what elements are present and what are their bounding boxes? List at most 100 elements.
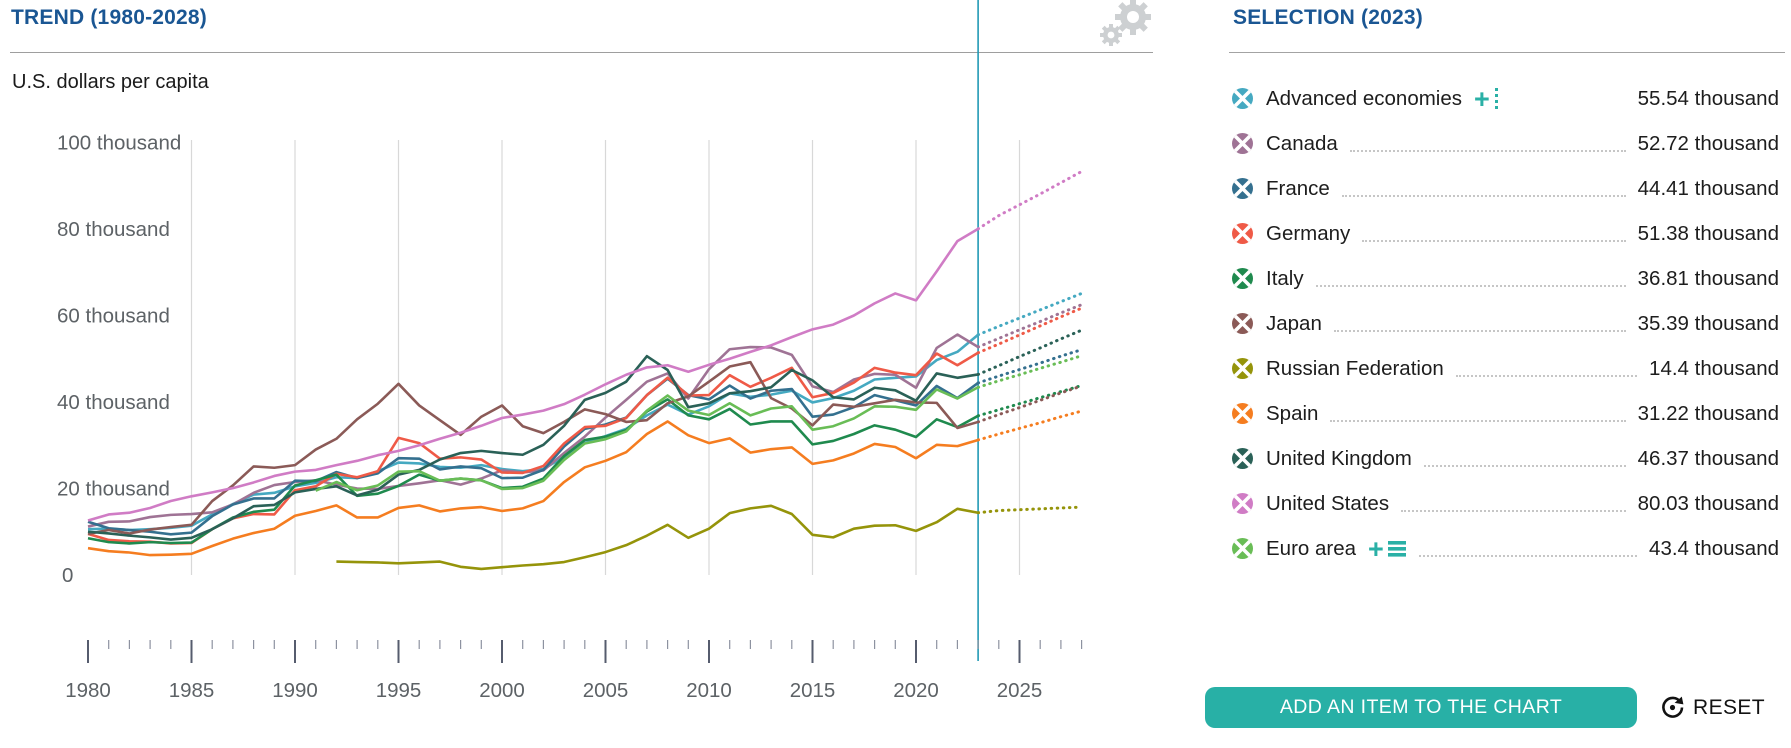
timeline-ticks bbox=[87, 640, 1083, 663]
selection-row[interactable]: Russian Federation 14.4 thousand bbox=[1229, 346, 1785, 391]
selection-row[interactable]: Italy 36.81 thousand bbox=[1229, 256, 1785, 301]
svg-text:2000: 2000 bbox=[479, 679, 525, 702]
series-label: Russian Federation bbox=[1266, 356, 1444, 380]
series-projection-line[interactable] bbox=[976, 409, 1084, 442]
series-projection-line[interactable] bbox=[976, 291, 1084, 337]
series-line[interactable] bbox=[87, 227, 979, 522]
settings-gears-icon[interactable] bbox=[1095, 0, 1159, 48]
series-projection-line[interactable] bbox=[976, 303, 1084, 349]
series-color-x-icon[interactable] bbox=[1232, 313, 1253, 334]
selection-row[interactable]: Advanced economies +55.54 thousand bbox=[1229, 76, 1785, 121]
series-color-x-icon[interactable] bbox=[1232, 448, 1253, 469]
selection-divider bbox=[1229, 52, 1785, 53]
trend-chart-svg[interactable]: 100 thousand 80 thousand 60 thousand 40 tho… bbox=[0, 0, 1165, 748]
series-projection-line[interactable] bbox=[976, 348, 1084, 385]
series-color-x-icon[interactable] bbox=[1232, 538, 1253, 559]
series-projection-line[interactable] bbox=[976, 306, 1084, 355]
dotted-divider-icon bbox=[1494, 88, 1498, 109]
series-projection-line[interactable] bbox=[976, 505, 1084, 515]
series-value: 55.54 thousand bbox=[1637, 86, 1779, 110]
leader-dots bbox=[1423, 451, 1626, 467]
selection-row[interactable]: Spain 31.22 thousand bbox=[1229, 391, 1785, 436]
series-projection-line[interactable] bbox=[976, 328, 1084, 376]
series-color-x-icon[interactable] bbox=[1232, 88, 1253, 109]
reset-label: RESET bbox=[1693, 695, 1766, 719]
selection-row[interactable]: United States 80.03 thousand bbox=[1229, 481, 1785, 526]
list-icon[interactable] bbox=[1387, 540, 1407, 557]
add-related-icon[interactable]: + bbox=[1474, 83, 1490, 114]
series-projection-line[interactable] bbox=[976, 384, 1084, 424]
series-projection-line[interactable] bbox=[976, 169, 1084, 231]
svg-text:20 thousand: 20 thousand bbox=[57, 478, 170, 501]
leader-dots bbox=[1349, 136, 1626, 152]
series-label: Canada bbox=[1266, 131, 1338, 155]
selection-row[interactable]: Euro area +43.4 thousand bbox=[1229, 526, 1785, 571]
selection-row[interactable]: United Kingdom 46.37 thousand bbox=[1229, 436, 1785, 481]
x-axis-labels: 1980 1985 1990 1995 2000 2005 2010 2015 2020 2025 bbox=[65, 679, 1042, 702]
selection-panel-title: SELECTION (2023) bbox=[1233, 6, 1423, 29]
reset-icon bbox=[1662, 696, 1684, 718]
series-color-x-icon[interactable] bbox=[1232, 133, 1253, 154]
svg-text:2025: 2025 bbox=[997, 679, 1043, 702]
series-value: 46.37 thousand bbox=[1637, 446, 1779, 470]
series-color-x-icon[interactable] bbox=[1232, 223, 1253, 244]
svg-text:2010: 2010 bbox=[686, 679, 732, 702]
leader-dots bbox=[1333, 316, 1626, 332]
series-value: 44.41 thousand bbox=[1637, 176, 1779, 200]
series-value: 43.4 thousand bbox=[1649, 536, 1779, 560]
gridlines bbox=[190, 140, 1021, 575]
selection-row[interactable]: Germany 51.38 thousand bbox=[1229, 211, 1785, 256]
series-color-x-icon[interactable] bbox=[1232, 493, 1253, 514]
selection-list: Advanced economies +55.54 thousand Canada 5… bbox=[1229, 76, 1785, 571]
leader-dots bbox=[1362, 226, 1626, 242]
series-line[interactable] bbox=[87, 351, 979, 545]
series-color-x-icon[interactable] bbox=[1232, 268, 1253, 289]
series-color-x-icon[interactable] bbox=[1232, 178, 1253, 199]
series-value: 31.22 thousand bbox=[1637, 401, 1779, 425]
series-color-x-icon[interactable] bbox=[1232, 403, 1253, 424]
series-label: Euro area bbox=[1266, 536, 1357, 560]
add-item-button[interactable]: ADD AN ITEM TO THE CHART bbox=[1205, 687, 1637, 728]
series-value: 14.4 thousand bbox=[1649, 356, 1779, 380]
series-label: Advanced economies bbox=[1266, 86, 1463, 110]
selection-row[interactable]: France 44.41 thousand bbox=[1229, 166, 1785, 211]
series-projection-line[interactable] bbox=[976, 384, 1084, 418]
svg-text:1990: 1990 bbox=[272, 679, 318, 702]
series-line[interactable] bbox=[336, 504, 979, 571]
series-label: France bbox=[1266, 176, 1330, 200]
reset-button[interactable]: RESET bbox=[1659, 687, 1765, 728]
series-line[interactable] bbox=[87, 360, 979, 536]
add-related-icon[interactable]: + bbox=[1368, 533, 1384, 564]
series-line[interactable] bbox=[87, 354, 979, 541]
svg-text:1980: 1980 bbox=[65, 679, 111, 702]
leader-dots bbox=[1330, 406, 1626, 422]
svg-text:40 thousand: 40 thousand bbox=[57, 391, 170, 414]
leader-dots bbox=[1418, 541, 1638, 557]
leader-dots bbox=[1401, 496, 1626, 512]
selection-row[interactable]: Canada 52.72 thousand bbox=[1229, 121, 1785, 166]
series-line[interactable] bbox=[87, 420, 979, 557]
svg-text:80 thousand: 80 thousand bbox=[57, 218, 170, 241]
series-value: 80.03 thousand bbox=[1637, 491, 1779, 515]
series-label: United States bbox=[1266, 491, 1390, 515]
series-label: United Kingdom bbox=[1266, 446, 1412, 470]
series-value: 51.38 thousand bbox=[1637, 221, 1779, 245]
selection-row[interactable]: Japan 35.39 thousand bbox=[1229, 301, 1785, 346]
svg-text:0: 0 bbox=[62, 564, 73, 587]
trend-panel-title: TREND (1980-2028) bbox=[11, 6, 207, 29]
series-lines[interactable] bbox=[87, 169, 1084, 571]
svg-text:2015: 2015 bbox=[790, 679, 836, 702]
series-line[interactable] bbox=[87, 377, 979, 536]
series-label: Germany bbox=[1266, 221, 1351, 245]
y-axis-labels: 100 thousand 80 thousand 60 thousand 40 tho… bbox=[57, 132, 181, 588]
series-value: 36.81 thousand bbox=[1637, 266, 1779, 290]
series-projection-line[interactable] bbox=[976, 354, 1084, 389]
svg-text:2020: 2020 bbox=[893, 679, 939, 702]
series-line[interactable] bbox=[87, 333, 979, 532]
leader-dots bbox=[1455, 361, 1638, 377]
svg-text:2005: 2005 bbox=[583, 679, 629, 702]
series-line[interactable] bbox=[315, 386, 979, 492]
series-color-x-icon[interactable] bbox=[1232, 358, 1253, 379]
leader-dots bbox=[1315, 271, 1626, 287]
series-label: Italy bbox=[1266, 266, 1304, 290]
